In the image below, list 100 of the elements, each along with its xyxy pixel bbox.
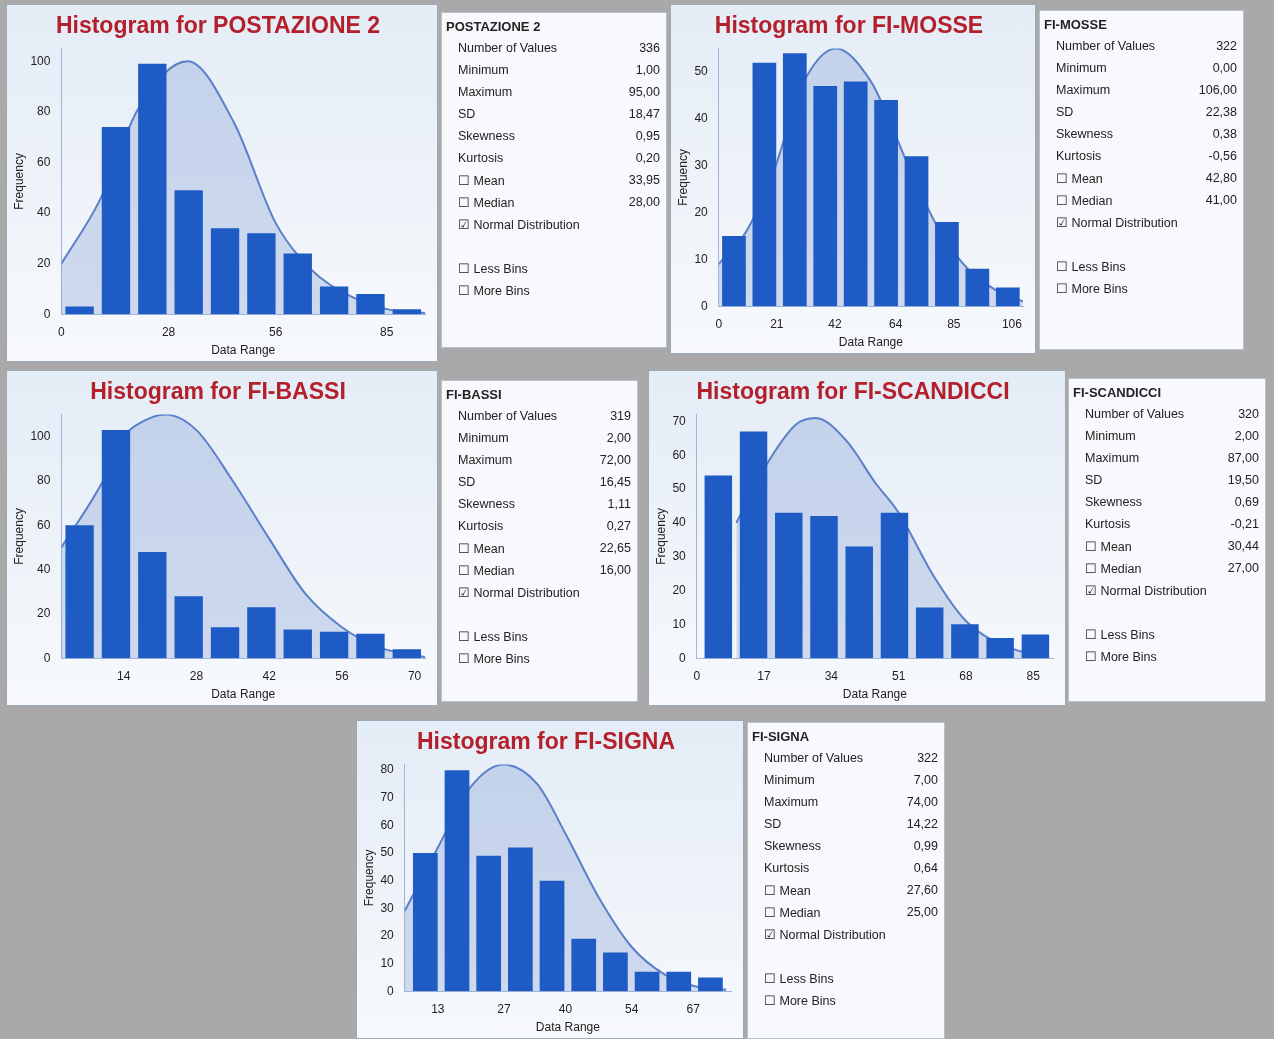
text: Number of Values bbox=[458, 409, 558, 425]
text: -0,21 bbox=[1230, 517, 1259, 533]
text: 322 bbox=[1216, 39, 1237, 55]
y-tick-label: 50 bbox=[380, 845, 395, 860]
y-axis-title: Frequency bbox=[675, 149, 690, 206]
y-tick-label: 60 bbox=[672, 447, 687, 462]
text: FI-MOSSE bbox=[1044, 17, 1107, 32]
text: POSTAZIONE 2 bbox=[446, 19, 541, 34]
x-tick-label: 64 bbox=[889, 316, 903, 331]
text: ☐ Less Bins bbox=[1056, 259, 1126, 276]
y-tick-label: 40 bbox=[37, 561, 51, 576]
text: 0,64 bbox=[913, 861, 938, 877]
text: ☐ More Bins bbox=[458, 283, 530, 300]
text: 7,00 bbox=[913, 773, 938, 789]
text: 0,00 bbox=[1212, 61, 1237, 77]
text: 74,00 bbox=[906, 795, 938, 811]
text: 27,00 bbox=[1227, 561, 1259, 577]
x-tick-label: 54 bbox=[625, 1001, 639, 1016]
text: ☐ Median bbox=[458, 195, 515, 212]
y-tick-label: 20 bbox=[694, 204, 709, 219]
text: 25,00 bbox=[906, 905, 938, 921]
text: ☐ Median bbox=[458, 563, 515, 580]
text: ☐ Less Bins bbox=[1085, 627, 1155, 644]
x-tick-label: 28 bbox=[161, 324, 176, 339]
x-tick-label: 28 bbox=[189, 668, 204, 683]
text: 14,22 bbox=[906, 817, 938, 833]
x-axis-title: Data Range bbox=[838, 335, 904, 350]
text: 322 bbox=[917, 751, 938, 767]
text: Kurtosis bbox=[1085, 517, 1131, 533]
text: 0,69 bbox=[1234, 495, 1259, 511]
x-tick-label: 56 bbox=[335, 668, 349, 683]
x-tick-label: 14 bbox=[117, 668, 131, 683]
text: 2,00 bbox=[1234, 429, 1259, 445]
text: 95,00 bbox=[628, 85, 660, 101]
y-axis-title: Frequency bbox=[11, 153, 26, 210]
y-tick-label: 80 bbox=[37, 473, 51, 488]
text: ☐ Less Bins bbox=[764, 971, 834, 988]
x-axis-title: Data Range bbox=[211, 343, 276, 358]
text: ☑ Normal Distribution bbox=[1056, 215, 1178, 232]
text: SD bbox=[458, 107, 476, 123]
text: SD bbox=[1056, 105, 1074, 121]
y-tick-label: 0 bbox=[679, 650, 687, 665]
y-tick-label: 70 bbox=[672, 413, 687, 428]
text: ☑ Normal Distribution bbox=[1085, 583, 1207, 600]
text: 87,00 bbox=[1227, 451, 1259, 467]
y-tick-label: 20 bbox=[380, 928, 395, 943]
text: Skewness bbox=[458, 497, 515, 513]
text: ☐ Less Bins bbox=[458, 261, 528, 278]
text: ☐ Less Bins bbox=[458, 629, 528, 646]
y-tick-label: 50 bbox=[694, 64, 709, 79]
x-tick-label: 56 bbox=[269, 324, 283, 339]
text: Number of Values bbox=[1085, 407, 1185, 423]
y-axis-title: Frequency bbox=[361, 849, 376, 907]
y-tick-label: 10 bbox=[380, 955, 395, 970]
x-tick-label: 106 bbox=[1001, 316, 1023, 331]
y-tick-label: 40 bbox=[694, 111, 709, 126]
y-tick-label: 30 bbox=[672, 549, 687, 564]
y-tick-label: 20 bbox=[672, 582, 687, 597]
text: Minimum bbox=[1056, 61, 1107, 77]
text: ☐ Mean bbox=[1085, 539, 1132, 556]
text: 18,47 bbox=[628, 107, 660, 123]
text: 72,00 bbox=[599, 453, 631, 469]
y-axis-title: Frequency bbox=[653, 508, 668, 565]
y-tick-label: 60 bbox=[37, 517, 51, 532]
text: Maximum bbox=[458, 453, 513, 469]
x-tick-label: 68 bbox=[959, 668, 973, 683]
y-tick-label: 80 bbox=[380, 762, 395, 777]
y-tick-label: 60 bbox=[37, 154, 51, 169]
text: Minimum bbox=[764, 773, 815, 789]
x-tick-label: 85 bbox=[947, 316, 961, 331]
text: ☐ More Bins bbox=[764, 993, 836, 1010]
text: ☐ More Bins bbox=[458, 651, 530, 668]
text: FI-SIGNA bbox=[752, 729, 810, 744]
x-tick-label: 51 bbox=[891, 668, 906, 683]
x-tick-label: 27 bbox=[497, 1001, 512, 1016]
text: Kurtosis bbox=[458, 519, 504, 535]
text: ☐ Mean bbox=[458, 173, 505, 190]
text: Kurtosis bbox=[764, 861, 810, 877]
text: 42,80 bbox=[1205, 171, 1237, 187]
text: Kurtosis bbox=[458, 151, 504, 167]
text: ☐ Mean bbox=[764, 883, 811, 900]
text: Minimum bbox=[458, 431, 509, 447]
text: 16,45 bbox=[599, 475, 631, 491]
text: 2,00 bbox=[606, 431, 631, 447]
x-tick-label: 42 bbox=[828, 316, 842, 331]
text: ☐ Mean bbox=[1056, 171, 1103, 188]
text: Maximum bbox=[458, 85, 513, 101]
text: ☑ Normal Distribution bbox=[764, 927, 886, 944]
text: 0,20 bbox=[635, 151, 660, 167]
text: 0,27 bbox=[606, 519, 631, 535]
chart-title: Histogram for FI-SCANDICCI bbox=[696, 378, 1010, 405]
text: ☐ More Bins bbox=[1085, 649, 1157, 666]
text: SD bbox=[764, 817, 782, 833]
y-tick-label: 0 bbox=[43, 306, 51, 321]
text: ☐ Median bbox=[1085, 561, 1142, 578]
x-tick-label: 34 bbox=[824, 668, 839, 683]
text: Number of Values bbox=[458, 41, 558, 57]
y-tick-label: 40 bbox=[672, 515, 687, 530]
text: Maximum bbox=[1056, 83, 1111, 99]
text: -0,56 bbox=[1208, 149, 1237, 165]
